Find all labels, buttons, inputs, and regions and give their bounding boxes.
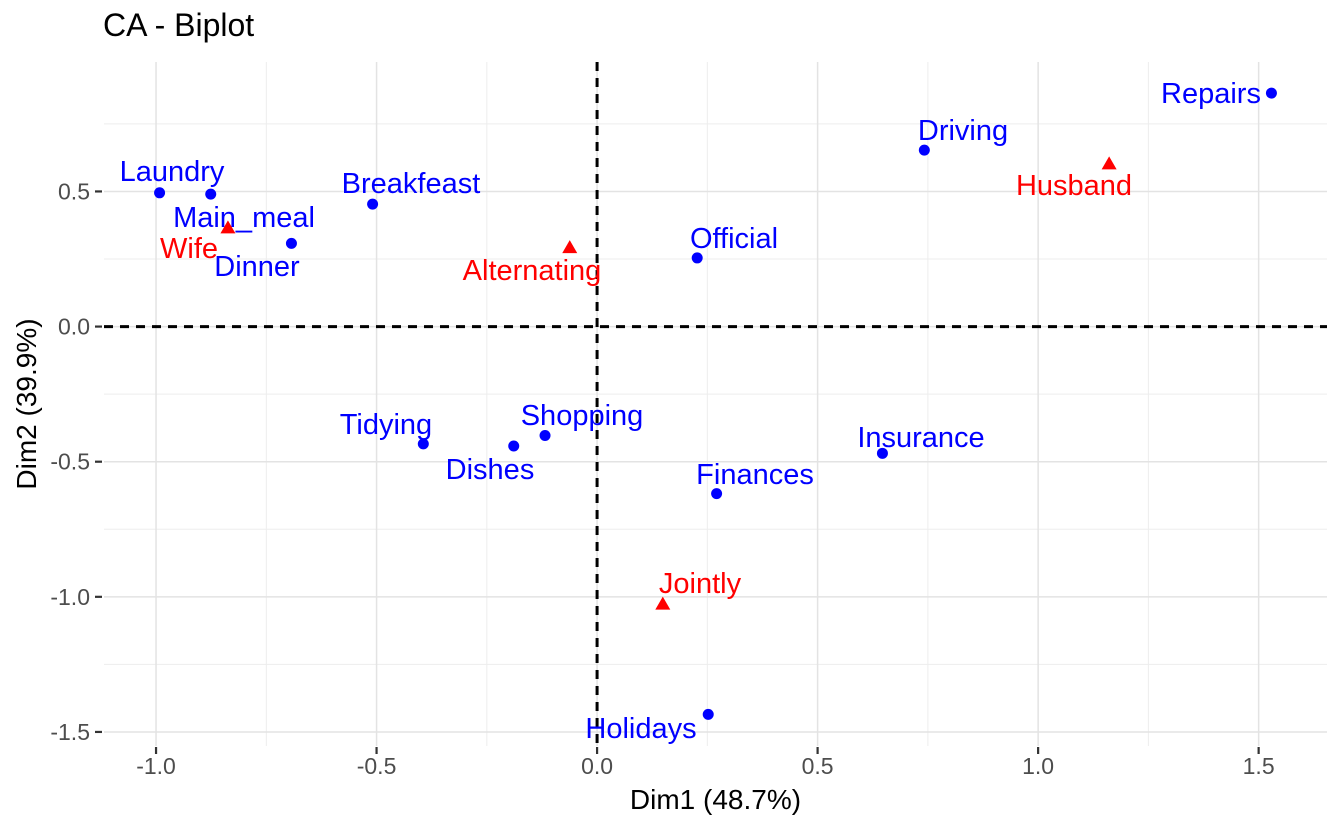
x-tick-label: 1.5	[1243, 753, 1275, 779]
point-label-Husband: Husband	[1016, 170, 1132, 202]
x-tick-label: 1.0	[1022, 753, 1054, 779]
col-point-Alternating	[562, 240, 578, 254]
row-point-Driving	[918, 144, 930, 156]
point-label-Driving: Driving	[918, 115, 1008, 147]
point-label-Dinner: Dinner	[214, 251, 300, 283]
row-point-Tidying	[417, 438, 429, 450]
point-label-Repairs: Repairs	[1161, 78, 1261, 110]
y-tick-label: 0.5	[58, 178, 90, 204]
x-tick-label: 0.5	[802, 753, 834, 779]
chart-title: CA - Biplot	[103, 7, 255, 43]
x-tick-label: -1.0	[136, 753, 176, 779]
point-label-Holidays: Holidays	[585, 713, 696, 745]
row-point-Repairs	[1265, 87, 1277, 99]
row-point-Shopping	[539, 429, 551, 441]
col-point-Jointly	[655, 596, 671, 610]
row-point-Main_meal	[205, 188, 217, 200]
y-tick-label: -0.5	[50, 449, 90, 475]
row-point-Official	[691, 252, 703, 264]
row-point-Dinner	[285, 237, 297, 249]
point-label-Alternating: Alternating	[463, 255, 602, 287]
col-point-Husband	[1101, 156, 1117, 170]
y-tick-label: -1.0	[50, 584, 90, 610]
row-point-Holidays	[702, 708, 714, 720]
row-point-Finances	[711, 488, 723, 500]
point-label-Shopping: Shopping	[521, 400, 644, 432]
point-label-Official: Official	[690, 223, 778, 255]
row-point-Laundry	[154, 187, 166, 199]
x-axis-title: Dim1 (48.7%)	[629, 784, 802, 815]
point-label-Main_meal: Main_meal	[173, 202, 315, 234]
point-label-Breakfeast: Breakfeast	[342, 168, 481, 200]
x-tick-label: -0.5	[357, 753, 397, 779]
point-label-Finances: Finances	[696, 459, 814, 491]
x-tick-label: 0.0	[581, 753, 613, 779]
point-label-Insurance: Insurance	[857, 422, 984, 454]
y-tick-label: 0.0	[58, 314, 90, 340]
point-label-Dishes: Dishes	[446, 454, 535, 486]
point-label-Wife: Wife	[160, 233, 218, 265]
row-point-Dishes	[508, 440, 520, 452]
y-axis-title: Dim2 (39.9%)	[11, 318, 42, 490]
y-tick-label: -1.5	[50, 719, 90, 745]
point-label-Laundry: Laundry	[120, 156, 225, 188]
point-label-Tidying: Tidying	[340, 409, 432, 441]
row-point-Insurance	[876, 447, 888, 459]
col-point-Wife	[220, 220, 236, 234]
row-point-Breakfeast	[367, 198, 379, 210]
point-label-Jointly: Jointly	[659, 568, 742, 600]
